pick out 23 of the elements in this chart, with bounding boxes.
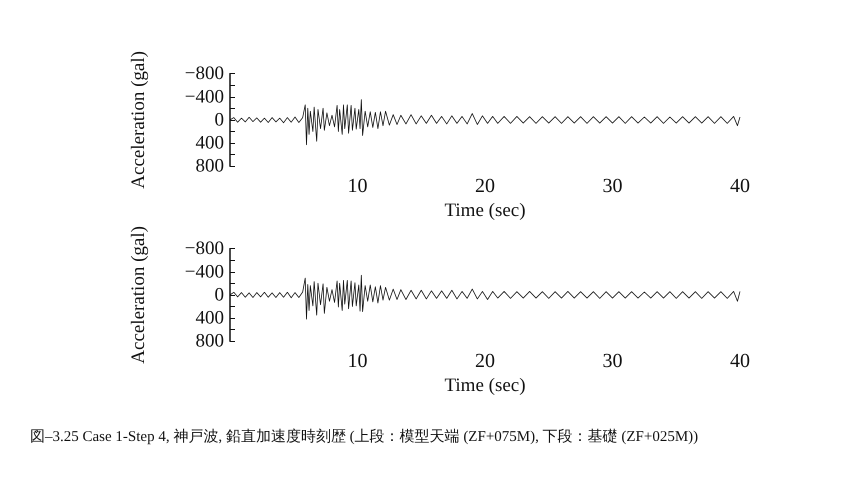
x-axis-title: Time (sec) (444, 375, 526, 396)
x-tick-label: 20 (475, 350, 495, 372)
y-tick-label: 0 (214, 284, 224, 306)
y-tick-label: 0 (214, 109, 224, 130)
y-axis-title: Acceleration (gal) (128, 226, 149, 364)
x-tick-label: 40 (730, 350, 750, 372)
y-tick-label: −800 (184, 238, 224, 260)
y-tick-label: −800 (184, 63, 224, 84)
x-tick-label: 10 (348, 175, 368, 198)
x-axis-title: Time (sec) (444, 200, 526, 221)
y-axis-title: Acceleration (gal) (128, 51, 149, 189)
y-tick-label: 800 (196, 156, 224, 177)
y-tick-label: −400 (184, 261, 224, 282)
y-tick-label: −400 (184, 86, 224, 108)
x-tick-label: 40 (730, 175, 750, 198)
y-tick-label: 800 (196, 330, 224, 352)
y-tick-label: 400 (196, 132, 224, 154)
x-tick-label: 30 (602, 175, 622, 198)
x-tick-label: 10 (348, 350, 368, 372)
y-tick-label: 400 (196, 307, 224, 328)
text: 図–3.25 Case 1-Step 4, 神戸波, 鉛直加速度時刻歴 (上段：模型天端 (ZF+075M), 下段：基礎 (ZF+025M)) (30, 427, 700, 447)
x-tick-label: 20 (475, 175, 495, 198)
x-tick-label: 30 (602, 350, 622, 372)
